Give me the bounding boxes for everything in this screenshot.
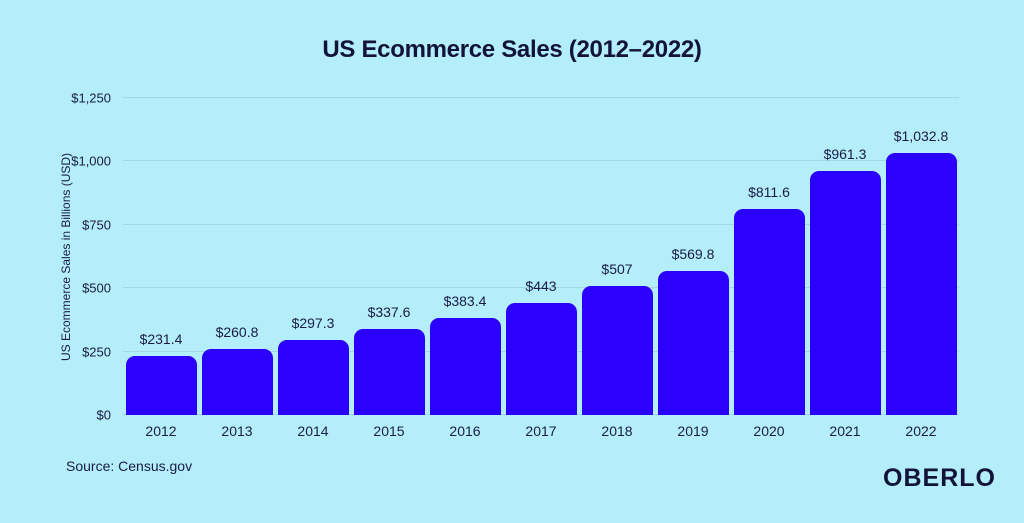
plot-area: $231.4 $260.8 $297.3 $337.6 $383.4 $443 $507 $5… <box>123 97 959 415</box>
bar-2016 <box>429 317 501 415</box>
y-tick-label: $500 <box>82 280 111 296</box>
source-note: Source: Census.gov <box>66 458 193 474</box>
bar-value-label: $297.3 <box>291 314 335 331</box>
bar-group-2020: $811.6 <box>731 98 807 415</box>
bar-value-label: $231.4 <box>139 331 183 348</box>
y-tick-label: $1,000 <box>71 153 111 169</box>
bar-value-label: $383.4 <box>443 292 487 309</box>
bar-2017 <box>505 302 577 415</box>
bar-2013 <box>201 348 273 415</box>
bar-2018 <box>581 286 653 415</box>
bar-group-2012: $231.4 <box>123 98 199 415</box>
bar-2019 <box>657 270 729 415</box>
gridline-$500 <box>123 287 959 289</box>
bar-value-label: $443 <box>525 277 557 294</box>
x-tick-label-2019: 2019 <box>677 423 709 439</box>
gridline-$1,250 <box>123 97 959 98</box>
bar-2015 <box>353 329 425 415</box>
gridline-$1,000 <box>123 160 959 162</box>
x-tick-label-2012: 2012 <box>145 423 177 439</box>
bar-group-2019: $569.8 <box>655 98 731 415</box>
chart-title: US Ecommerce Sales (2012–2022) <box>322 36 702 63</box>
bar-group-2016: $383.4 <box>427 98 503 415</box>
x-tick-label-2013: 2013 <box>221 423 253 439</box>
x-tick-label-2018: 2018 <box>601 423 633 439</box>
y-tick-label: $0 <box>96 407 111 423</box>
bar-2014 <box>277 339 349 415</box>
bar-value-label: $811.6 <box>748 184 790 201</box>
gridline-$750 <box>123 223 959 225</box>
bar-group-2014: $297.3 <box>275 98 351 415</box>
x-tick-label-2020: 2020 <box>753 423 785 439</box>
bar-value-label: $961.3 <box>823 146 867 163</box>
bar-group-2017: $443 <box>503 98 579 415</box>
bar-group-2018: $507 <box>579 98 655 415</box>
x-tick-label-2016: 2016 <box>449 423 481 439</box>
bar-2021 <box>809 171 881 415</box>
bar-group-2015: $337.6 <box>351 98 427 415</box>
bar-value-label: $337.6 <box>367 304 411 321</box>
bar-2020 <box>733 209 805 415</box>
bar-value-label: $569.8 <box>671 245 715 262</box>
bar-group-2021: $961.3 <box>807 98 883 415</box>
y-tick-label: $250 <box>82 344 111 360</box>
bar-value-label: $1,032.8 <box>893 128 949 145</box>
x-axis: 2012 2013 2014 2015 2016 2017 2018 2019 2020 2021… <box>123 423 959 441</box>
bar-value-label: $260.8 <box>215 323 259 340</box>
x-tick-label-2015: 2015 <box>373 423 405 439</box>
x-tick-label-2017: 2017 <box>525 423 557 439</box>
bar-group-2013: $260.8 <box>199 98 275 415</box>
bar-2012 <box>125 356 197 415</box>
bar-group-2022: $1,032.8 <box>883 98 959 415</box>
bar-value-label: $507 <box>601 261 633 278</box>
y-axis: $0 $250 $500 $750 $1,000 $1,250 <box>0 91 117 423</box>
x-tick-label-2022: 2022 <box>905 423 937 439</box>
y-tick-label: $750 <box>82 217 111 233</box>
bar-2022 <box>885 153 957 415</box>
x-tick-label-2021: 2021 <box>829 423 861 439</box>
brand-logo: OBERLO <box>883 464 996 492</box>
x-tick-label-2014: 2014 <box>297 423 329 439</box>
y-tick-label: $1,250 <box>71 90 111 106</box>
